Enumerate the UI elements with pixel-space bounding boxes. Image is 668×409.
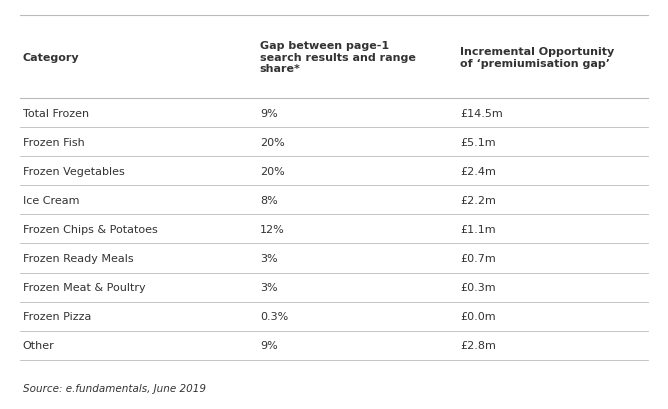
Text: Other: Other xyxy=(23,340,55,351)
Text: Frozen Fish: Frozen Fish xyxy=(23,137,84,147)
Text: £5.1m: £5.1m xyxy=(460,137,496,147)
Text: Frozen Meat & Poultry: Frozen Meat & Poultry xyxy=(23,282,146,292)
Text: Total Frozen: Total Frozen xyxy=(23,108,89,118)
Text: Gap between page-1
search results and range
share*: Gap between page-1 search results and ra… xyxy=(260,41,415,74)
Text: Category: Category xyxy=(23,53,79,63)
Text: £0.7m: £0.7m xyxy=(460,254,496,263)
Text: £0.3m: £0.3m xyxy=(460,282,496,292)
Text: Frozen Pizza: Frozen Pizza xyxy=(23,311,91,321)
Text: 9%: 9% xyxy=(260,108,278,118)
Text: 20%: 20% xyxy=(260,137,285,147)
Text: £2.4m: £2.4m xyxy=(460,166,496,176)
Text: £1.1m: £1.1m xyxy=(460,225,496,234)
Text: Source: e.fundamentals, June 2019: Source: e.fundamentals, June 2019 xyxy=(23,384,206,393)
Text: 3%: 3% xyxy=(260,282,277,292)
Text: 20%: 20% xyxy=(260,166,285,176)
Text: 9%: 9% xyxy=(260,340,278,351)
Text: £14.5m: £14.5m xyxy=(460,108,503,118)
Text: Frozen Ready Meals: Frozen Ready Meals xyxy=(23,254,134,263)
Text: £0.0m: £0.0m xyxy=(460,311,496,321)
Text: Frozen Chips & Potatoes: Frozen Chips & Potatoes xyxy=(23,225,158,234)
Text: Frozen Vegetables: Frozen Vegetables xyxy=(23,166,124,176)
Text: Incremental Opportunity
of ‘premiumisation gap’: Incremental Opportunity of ‘premiumisati… xyxy=(460,47,615,68)
Text: 0.3%: 0.3% xyxy=(260,311,288,321)
Text: 12%: 12% xyxy=(260,225,285,234)
Text: £2.2m: £2.2m xyxy=(460,196,496,205)
Text: 8%: 8% xyxy=(260,196,278,205)
Text: 3%: 3% xyxy=(260,254,277,263)
Text: Ice Cream: Ice Cream xyxy=(23,196,79,205)
Text: £2.8m: £2.8m xyxy=(460,340,496,351)
